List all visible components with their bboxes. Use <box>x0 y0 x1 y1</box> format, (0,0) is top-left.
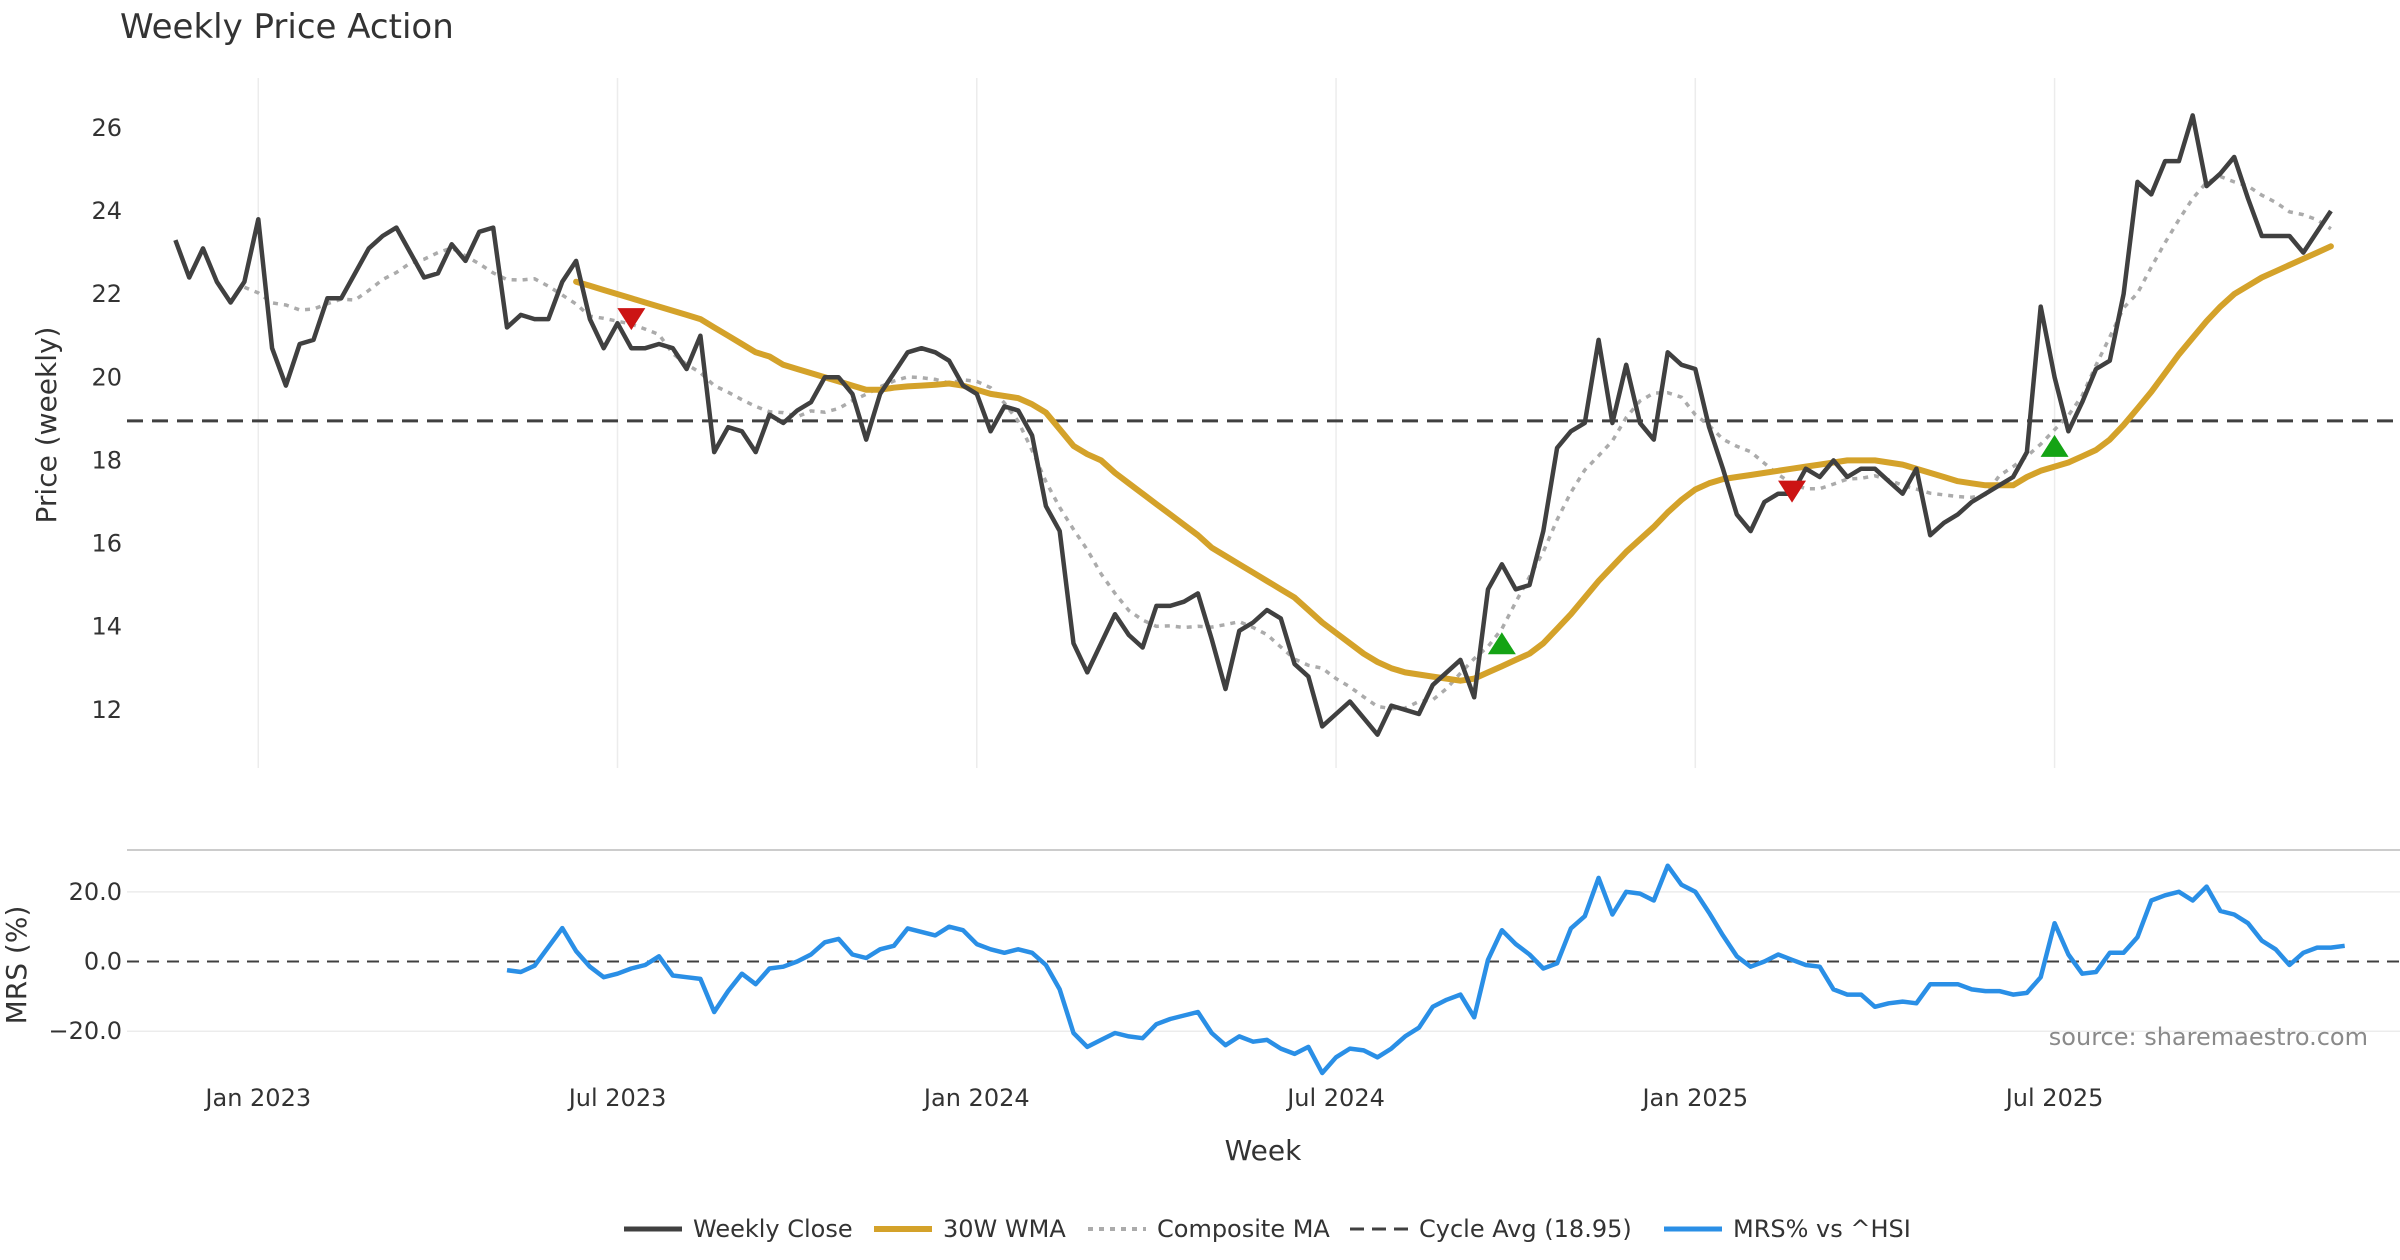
price-y-tick: 12 <box>91 696 122 724</box>
mrs-y-tick: 20.0 <box>69 878 122 906</box>
legend-item: Weekly Close <box>624 1215 853 1243</box>
price-y-tick: 16 <box>91 530 122 558</box>
wma-30-series <box>573 243 2334 684</box>
buy-signal-marker <box>2040 434 2069 457</box>
mrs-y-tick: −20.0 <box>48 1017 122 1045</box>
price-y-axis-label: Price (weekly) <box>30 327 63 524</box>
x-tick-label: Jan 2024 <box>922 1084 1030 1112</box>
price-y-tick: 18 <box>91 446 122 474</box>
x-axis-label: Week <box>1225 1134 1302 1167</box>
mrs-gridlines <box>127 891 2400 1032</box>
x-tick-label: Jul 2023 <box>567 1084 667 1112</box>
buy-signal-marker <box>1487 632 1516 655</box>
legend-item: Cycle Avg (18.95) <box>1350 1215 1632 1243</box>
x-axis-ticks: Jan 2023 Jul 2023 Jan 2024 Jul 2024 Jan 2025… <box>203 1084 2103 1112</box>
mrs-y-ticks: 20.0 0.0 −20.0 <box>48 878 122 1045</box>
price-panel: 12 14 16 18 20 22 24 26 <box>91 78 2400 768</box>
price-y-tick: 26 <box>91 114 122 142</box>
legend-item: 30W WMA <box>874 1215 1066 1243</box>
x-tick-label: Jan 2025 <box>1640 1084 1748 1112</box>
legend-label: 30W WMA <box>943 1215 1066 1243</box>
price-y-tick: 14 <box>91 613 122 641</box>
legend-label: Weekly Close <box>693 1215 853 1243</box>
x-tick-label: Jul 2024 <box>1285 1084 1385 1112</box>
x-tick-label: Jul 2025 <box>2004 1084 2104 1112</box>
composite-ma-series <box>243 174 2332 711</box>
weekly-close-series <box>173 113 2333 737</box>
chart-legend: Weekly Close 30W WMA Composite MA Cycle Avg… <box>624 1215 1911 1243</box>
price-y-tick: 20 <box>91 363 122 391</box>
price-gridlines <box>257 78 2056 768</box>
source-caption: source: sharemaestro.com <box>2049 1023 2368 1051</box>
legend-label: MRS% vs ^HSI <box>1733 1215 1911 1243</box>
x-tick-label: Jan 2023 <box>203 1084 311 1112</box>
signal-markers <box>617 308 2069 655</box>
legend-item: Composite MA <box>1088 1215 1330 1243</box>
price-y-ticks: 12 14 16 18 20 22 24 26 <box>91 114 122 724</box>
mrs-y-axis-label: MRS (%) <box>0 906 33 1025</box>
sell-signal-marker <box>617 308 646 331</box>
legend-label: Composite MA <box>1157 1215 1330 1243</box>
mrs-y-tick: 0.0 <box>84 948 122 976</box>
legend-item: MRS% vs ^HSI <box>1664 1215 1911 1243</box>
price-y-tick: 22 <box>91 280 122 308</box>
price-y-tick: 24 <box>91 197 122 225</box>
sell-signal-marker <box>1778 480 1807 503</box>
legend-label: Cycle Avg (18.95) <box>1419 1215 1632 1243</box>
chart-title: Weekly Price Action <box>120 7 454 47</box>
mrs-panel: 20.0 0.0 −20.0 <box>48 849 2400 1076</box>
mrs-series <box>506 863 2345 1076</box>
